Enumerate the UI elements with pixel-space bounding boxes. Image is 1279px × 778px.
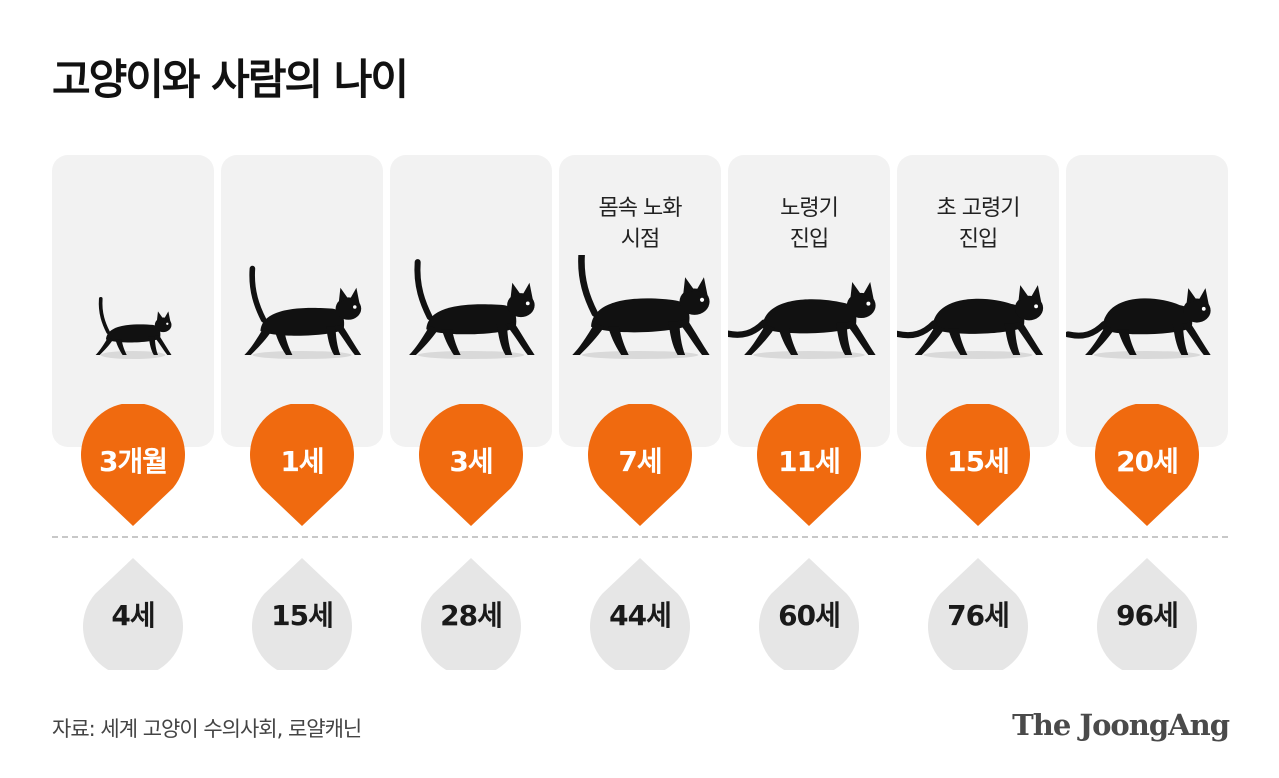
cat-age-label: 3개월 [98,445,168,478]
human-age-drop-icon [928,558,1028,677]
human-age-label: 44세 [609,599,672,632]
human-age-label: 96세 [1116,599,1179,632]
divider-dashed-line [52,536,1228,538]
human-age-drop-icon [252,558,352,677]
human-age-drop-icon [759,558,859,677]
cat-age-label: 11세 [778,445,841,478]
human-age-drop-icon [590,558,690,677]
cat-age-label: 15세 [947,445,1010,478]
cat-age-pin-icon [588,402,692,528]
life-stage-line: 진입 [958,227,998,252]
life-stage-line: 초 고령기 [936,196,1021,221]
age-column: 3세 28세 [390,155,552,677]
mature-cat-icon [559,250,721,367]
cat-panel [52,155,214,447]
cat-age-pin-icon [757,402,861,528]
cat-age-label: 7세 [618,445,662,478]
human-age-drop-icon [421,558,521,677]
human-age-label: 60세 [778,599,841,632]
age-column: 3개월 4세 [52,155,214,677]
age-column: 20세 96세 [1064,155,1228,677]
cat-age-pin-icon [81,402,185,528]
human-age-label: 28세 [440,599,503,632]
age-column: 1세 15세 [221,155,383,677]
human-age-drop-icon [82,558,183,677]
human-age-label: 4세 [111,599,155,632]
publisher-logo: The JoongAng [1012,708,1230,742]
adult-cat-icon [390,255,552,367]
human-age-drop-icon [1097,558,1197,677]
cat-age-pin-icon [250,402,354,528]
page-title: 고양이와 사람의 나이 [52,55,409,104]
cat-age-label: 1세 [280,445,324,478]
cat-age-pin-icon [419,402,523,528]
super-senior-cat-icon [893,255,1059,367]
life-stage-line: 몸속 노화 [598,196,683,221]
senior-cat-icon [723,255,890,367]
human-age-label: 76세 [947,599,1010,632]
kitten-icon [52,255,214,367]
life-stage-line: 진입 [789,227,829,252]
life-stage-line: 시점 [620,227,660,252]
life-stage-line: 노령기 [780,196,839,221]
source-note: 자료: 세계 고양이 수의사회, 로얄캐닌 [52,717,362,741]
cat-age-pin-icon [1095,402,1199,528]
cat-age-label: 20세 [1116,445,1179,478]
old-cat-icon [1064,255,1228,367]
cat-age-pin-icon [926,402,1030,528]
cat-age-label: 3세 [449,445,493,478]
young-cat-icon [221,255,383,367]
human-age-label: 15세 [271,599,334,632]
